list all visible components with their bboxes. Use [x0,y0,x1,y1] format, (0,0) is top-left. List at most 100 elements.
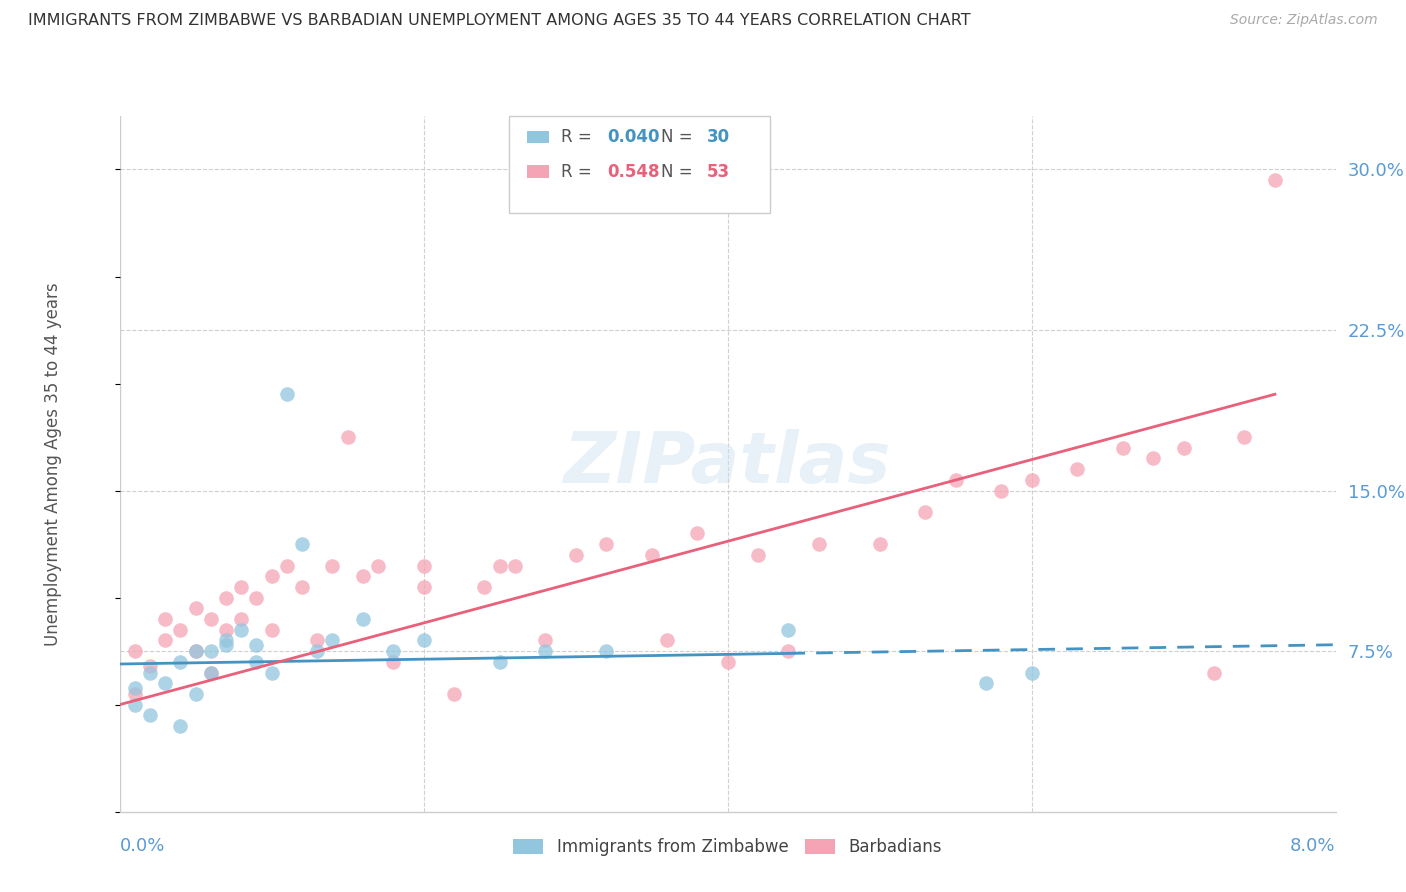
Text: 30: 30 [707,128,730,145]
FancyBboxPatch shape [527,165,548,178]
Point [184,687,207,701]
Point [245,655,267,669]
Point [260,623,283,637]
Point [321,633,343,648]
Point [169,719,191,733]
Point [534,633,557,648]
Text: ZIPatlas: ZIPatlas [564,429,891,499]
Text: N =: N = [661,162,697,180]
Point [778,623,800,637]
Point [595,644,617,658]
Point [307,644,329,658]
Text: IMMIGRANTS FROM ZIMBABWE VS BARBADIAN UNEMPLOYMENT AMONG AGES 35 TO 44 YEARS COR: IMMIGRANTS FROM ZIMBABWE VS BARBADIAN UN… [28,13,970,29]
Text: N =: N = [661,128,697,145]
Point [747,548,769,562]
Point [595,537,617,551]
Point [974,676,997,690]
Text: R =: R = [561,128,598,145]
Point [443,687,465,701]
Point [1173,441,1195,455]
Text: R =: R = [561,162,598,180]
Point [336,430,359,444]
Point [139,708,162,723]
Point [153,612,176,626]
Point [153,676,176,690]
Point [1066,462,1088,476]
Point [488,655,510,669]
Point [352,612,374,626]
Point [412,558,434,573]
Point [291,537,314,551]
Point [153,633,176,648]
Point [321,558,343,573]
Text: 0.040: 0.040 [607,128,659,145]
Point [640,548,662,562]
Point [215,638,238,652]
Text: 53: 53 [707,162,730,180]
Point [215,623,238,637]
Point [276,387,298,401]
Point [200,612,222,626]
Point [807,537,830,551]
Point [686,526,709,541]
Point [184,601,207,615]
Legend: Immigrants from Zimbabwe, Barbadians: Immigrants from Zimbabwe, Barbadians [506,831,949,863]
Point [1202,665,1225,680]
Point [367,558,389,573]
Point [1233,430,1256,444]
Point [139,665,162,680]
Point [1264,173,1286,187]
Point [184,644,207,658]
Point [1021,665,1043,680]
Point [382,655,405,669]
Point [245,591,267,605]
Point [124,644,146,658]
Point [1142,451,1164,466]
Point [200,644,222,658]
Point [260,665,283,680]
FancyBboxPatch shape [509,116,770,213]
Text: Unemployment Among Ages 35 to 44 years: Unemployment Among Ages 35 to 44 years [44,282,62,646]
Point [869,537,891,551]
Point [914,505,936,519]
Point [169,623,191,637]
Point [352,569,374,583]
Point [307,633,329,648]
Point [139,659,162,673]
Point [990,483,1012,498]
Point [412,580,434,594]
Point [245,638,267,652]
Point [231,580,253,594]
Point [215,591,238,605]
Point [382,644,405,658]
Point [534,644,557,658]
Text: 0.548: 0.548 [607,162,659,180]
Point [200,665,222,680]
Point [412,633,434,648]
Point [1112,441,1135,455]
Point [124,698,146,712]
Point [488,558,510,573]
Point [717,655,740,669]
Point [231,623,253,637]
Point [231,612,253,626]
Point [124,681,146,695]
Point [169,655,191,669]
Point [778,644,800,658]
Text: Source: ZipAtlas.com: Source: ZipAtlas.com [1230,13,1378,28]
Point [276,558,298,573]
Point [200,665,222,680]
Point [260,569,283,583]
Point [472,580,496,594]
Point [291,580,314,594]
Point [564,548,586,562]
Point [215,633,238,648]
Point [945,473,967,487]
FancyBboxPatch shape [527,130,548,143]
Point [124,687,146,701]
Point [184,644,207,658]
Point [503,558,526,573]
Text: 8.0%: 8.0% [1291,838,1336,855]
Text: 0.0%: 0.0% [120,838,165,855]
Point [655,633,678,648]
